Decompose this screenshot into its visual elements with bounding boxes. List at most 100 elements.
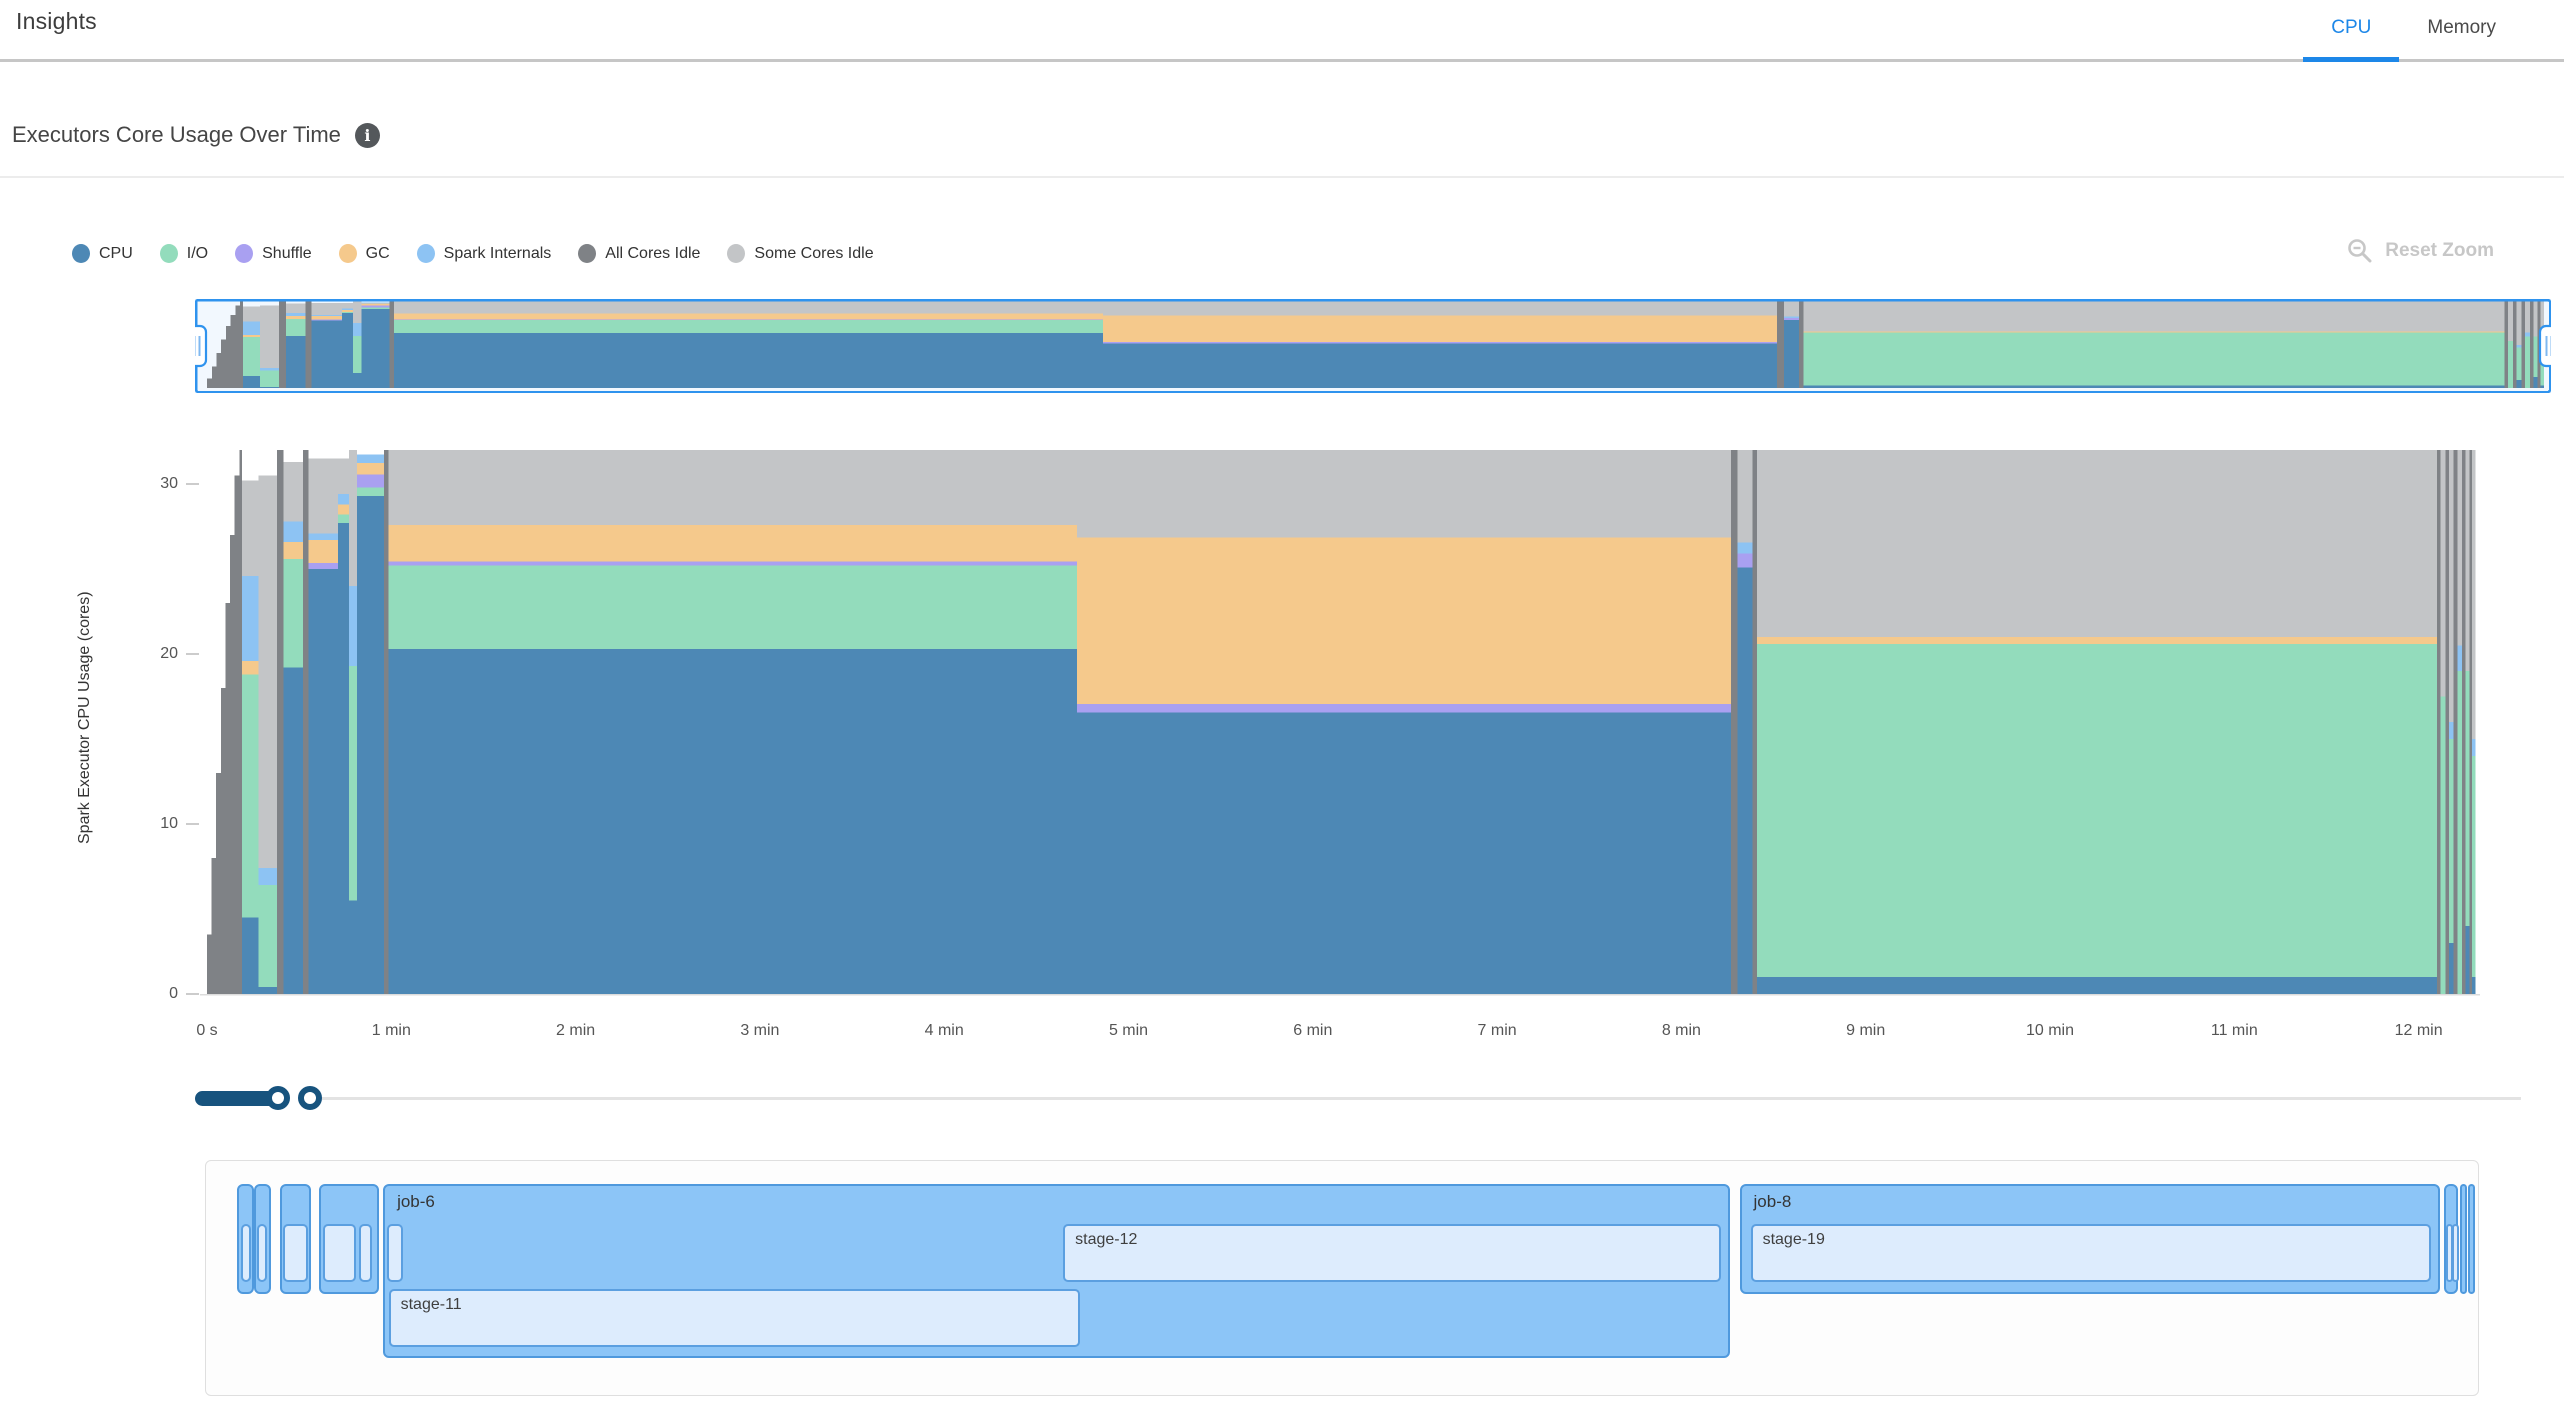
segment-internals [243,321,261,336]
segment-gc [243,335,261,338]
segment-some_idle [1737,450,1753,543]
legend-label-gc: GC [365,244,390,262]
segment-internals [258,868,278,886]
section-title: Executors Core Usage Over Time [12,122,341,147]
segment-gc [341,310,354,312]
zoom-out-icon [2348,239,2372,263]
job-block[interactable] [2460,1184,2468,1294]
segment-all_idle [225,325,231,388]
segment-shuffle [1076,704,1732,713]
slider-track[interactable] [322,1097,2521,1100]
stage-block[interactable] [359,1224,373,1282]
minimap-brush-chart[interactable] [195,299,2551,393]
segment-gc [283,541,303,559]
segment-all_idle [216,352,222,388]
legend-item-gc[interactable]: GC [338,244,390,263]
segment-io [2440,696,2446,994]
segment-all_idle [302,450,309,994]
segment-internals [2449,722,2454,739]
tab-cpu[interactable]: CPU [2303,8,2400,62]
segment-all_idle [234,475,240,994]
stage-block-stage-12[interactable]: stage-12 [1063,1224,1722,1282]
segment-cpu [353,373,362,388]
segment-gc [242,660,259,675]
segment-all_idle [279,301,286,388]
slider-handle-right[interactable] [298,1086,322,1110]
segment-shuffle [361,305,390,308]
segment-internals [2472,739,2476,756]
segment-cpu [337,523,349,994]
stage-block[interactable] [240,1224,251,1282]
x-tick-label-11: 11 min [2210,1022,2258,1039]
legend-item-cpu[interactable]: CPU [72,244,133,263]
legend-item-io[interactable]: I/O [159,244,208,263]
shuffle-legend-dot-icon [235,244,254,263]
stage-block[interactable] [323,1224,357,1282]
segment-internals [361,302,390,304]
segment-all_idle [220,688,226,994]
legend-item-internals[interactable]: Spark Internals [416,244,552,263]
y-tick-label-20: 20 [160,645,178,662]
segment-cpu [1737,567,1753,994]
y-tick-mark-20 [186,653,199,655]
segment-io [1803,332,2505,386]
brush-handle-left[interactable] [195,324,208,368]
slider-selected-range[interactable] [195,1091,285,1106]
slider-handle-left[interactable] [266,1086,290,1110]
zoom-range-slider [0,1080,2564,1116]
header-divider [0,59,2564,62]
segment-cpu [308,569,338,994]
stage-block[interactable] [2451,1224,2459,1282]
segment-gc [308,540,338,564]
segment-io [357,487,384,496]
segment-io [388,565,1077,649]
reset-zoom-button[interactable]: Reset Zoom [2347,238,2494,264]
segment-io [394,319,1104,334]
segment-cpu [285,336,306,388]
segment-some_idle [2465,450,2470,671]
segment-all_idle [239,450,243,994]
main-stacked-area-chart[interactable] [200,440,2480,996]
stage-label: stage-11 [400,1296,462,1313]
x-tick-label-0: 0 s [196,1022,218,1039]
segment-all_idle [1731,450,1738,994]
y-tick-label-0: 0 [169,985,178,1002]
segment-all_idle [225,603,231,994]
legend-label-shuffle: Shuffle [262,244,312,262]
stage-block-stage-11[interactable]: stage-11 [388,1289,1080,1347]
stage-block[interactable] [282,1224,309,1282]
segment-all_idle [2453,450,2458,994]
internals-legend-dot-icon [416,244,435,263]
legend-item-all_idle[interactable]: All Cores Idle [578,244,700,263]
segment-all_idle [383,450,389,994]
stage-block[interactable] [386,1224,404,1282]
segment-io [260,370,280,387]
segment-some_idle [2533,301,2538,337]
legend-label-internals: Spark Internals [443,244,552,262]
segment-io [2525,336,2530,388]
x-tick-label-8: 8 min [1661,1022,1701,1039]
segment-cpu [357,495,384,994]
segment-io [2449,739,2454,943]
segment-all_idle [221,339,226,388]
info-icon[interactable]: i [354,122,380,148]
segment-all_idle [211,366,217,388]
segment-some_idle [2540,301,2545,348]
legend-item-some_idle[interactable]: Some Cores Idle [727,244,874,263]
brush-handle-right[interactable] [2538,324,2551,368]
job-block[interactable] [2467,1184,2475,1294]
legend-label-all_idle: All Cores Idle [605,244,701,262]
segment-io [361,307,390,309]
legend-label-cpu: CPU [99,244,133,262]
segment-some_idle [2472,450,2476,739]
segment-io [353,335,362,374]
y-axis-label: Spark Executor CPU Usage (cores) [76,591,93,845]
x-tick-label-10: 10 min [2025,1022,2075,1039]
segment-internals [337,494,349,505]
tab-memory[interactable]: Memory [2399,8,2524,51]
legend-item-shuffle[interactable]: Shuffle [235,244,312,263]
segment-internals [260,368,280,371]
stage-block[interactable] [257,1224,268,1282]
stage-block-stage-19[interactable]: stage-19 [1750,1224,2431,1282]
